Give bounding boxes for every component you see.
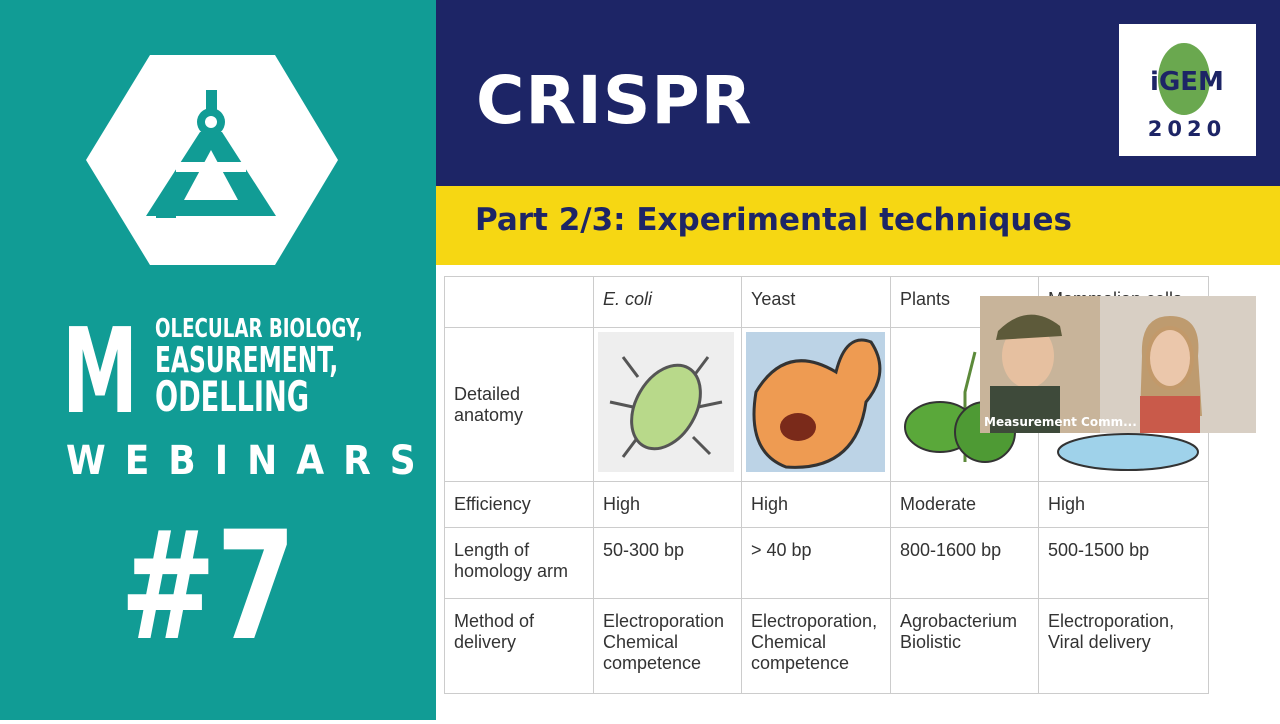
cell-line: High bbox=[751, 494, 789, 514]
cell-line: > 40 bp bbox=[751, 540, 812, 560]
cell-line: 800-1600 bp bbox=[900, 540, 1002, 560]
cell-line: delivery bbox=[454, 632, 517, 652]
corner-cell bbox=[444, 276, 594, 328]
sidebar-art: M OLECULAR BIOLOGY, EASUREMENT, ODELLING… bbox=[62, 55, 435, 674]
table-cell: High bbox=[1038, 481, 1209, 528]
cell-line: High bbox=[603, 494, 641, 514]
image-cell bbox=[593, 327, 742, 482]
cell-line: Efficiency bbox=[454, 494, 531, 514]
cell-line: Viral delivery bbox=[1048, 632, 1151, 652]
table-cell: Moderate bbox=[890, 481, 1039, 528]
sidebar-line: ODELLING bbox=[155, 372, 309, 421]
cell-line: 500-1500 bp bbox=[1048, 540, 1150, 560]
row-label: Method of delivery bbox=[444, 598, 594, 694]
row-label: Length of homology arm bbox=[444, 527, 594, 599]
row-label: Efficiency bbox=[444, 481, 594, 528]
cell-line: anatomy bbox=[454, 404, 524, 425]
cell-line: Agrobacterium bbox=[900, 611, 1018, 631]
cell-line: Method of bbox=[454, 611, 535, 631]
column-header: E. coli bbox=[593, 276, 742, 328]
cell-line: Moderate bbox=[900, 494, 977, 514]
cell-line: Detailed bbox=[454, 383, 521, 404]
cell-line: competence bbox=[751, 653, 850, 673]
sidebar-line: EASUREMENT, bbox=[155, 340, 338, 381]
logo-year: 2020 bbox=[1148, 117, 1226, 141]
column-header: Yeast bbox=[741, 276, 891, 328]
table-cell: Electroporation, Chemical competence bbox=[741, 598, 891, 694]
cell-line: Chemical bbox=[603, 632, 679, 652]
sidebar-line: OLECULAR BIOLOGY, bbox=[155, 314, 363, 344]
slide-title: CRISPR bbox=[476, 62, 753, 139]
table-cell: 50-300 bp bbox=[593, 527, 742, 599]
cell-line: Electroporation, bbox=[1048, 611, 1175, 631]
cell-line: Electroporation bbox=[603, 611, 725, 631]
video-caption: Measurement Comm... bbox=[984, 415, 1137, 429]
table-cell: High bbox=[593, 481, 742, 528]
table-row: Method of delivery Electroporation Chemical… bbox=[444, 598, 1209, 694]
cell-line: Length of bbox=[454, 540, 530, 560]
image-cell bbox=[741, 327, 891, 482]
cartoon bbox=[746, 332, 886, 472]
subtitle-band bbox=[436, 186, 1280, 265]
cell-line: Electroporation, bbox=[751, 611, 878, 631]
sidebar: M OLECULAR BIOLOGY, EASUREMENT, ODELLING… bbox=[0, 0, 436, 720]
table-row: Length of homology arm 50-300 bp > 40 bp 800… bbox=[444, 527, 1209, 599]
logo-cell bbox=[1158, 43, 1210, 115]
episode-number: #7 bbox=[120, 499, 296, 674]
logo-name: iGEM bbox=[1150, 67, 1224, 97]
cell-line: 50-300 bp bbox=[603, 540, 685, 560]
video-overlay: Measurement Comm... bbox=[980, 296, 1256, 433]
table-cell: 500-1500 bp bbox=[1038, 527, 1209, 599]
cell-line: High bbox=[1048, 494, 1086, 514]
series-name: WEBINARS bbox=[66, 438, 435, 484]
table-cell: Electroporation, Viral delivery bbox=[1038, 598, 1209, 694]
logo: iGEM 2020 bbox=[1119, 24, 1256, 156]
row-label: Detailed anatomy bbox=[444, 327, 594, 482]
cell-line: homology arm bbox=[454, 561, 569, 581]
cell-line: Chemical bbox=[751, 632, 827, 652]
table-cell: 800-1600 bp bbox=[890, 527, 1039, 599]
table-cell: > 40 bp bbox=[741, 527, 891, 599]
table-cell: Electroporation Chemical competence bbox=[593, 598, 742, 694]
cell-line: competence bbox=[603, 653, 702, 673]
cell-line: Biolistic bbox=[900, 632, 962, 652]
big-letter: M bbox=[62, 304, 138, 441]
slide-subtitle: Part 2/3: Experimental techniques bbox=[475, 202, 1072, 238]
logo-art: iGEM 2020 bbox=[1148, 43, 1226, 141]
table-cell: High bbox=[741, 481, 891, 528]
table-row: Efficiency High High Moderate High bbox=[444, 481, 1209, 528]
video-frame bbox=[980, 296, 1256, 433]
table-cell: Agrobacterium Biolistic bbox=[890, 598, 1039, 694]
cartoon bbox=[598, 332, 734, 472]
